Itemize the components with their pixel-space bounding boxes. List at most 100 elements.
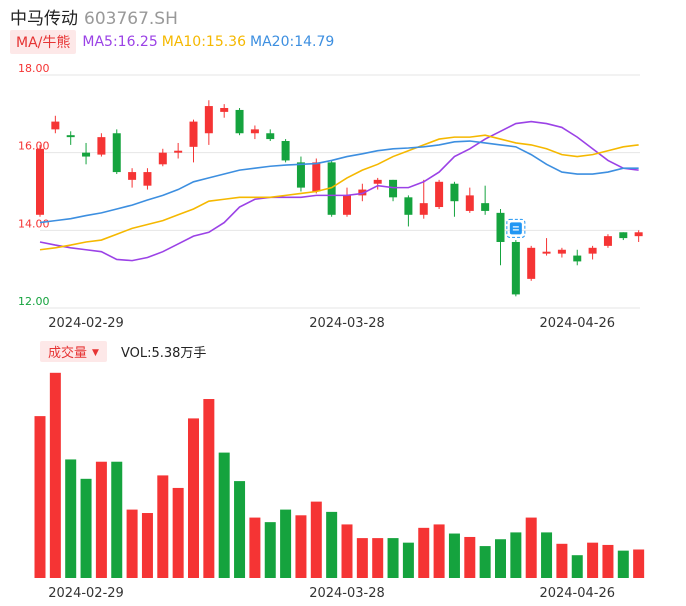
volume-bar [249,517,261,578]
candle-body [435,181,444,208]
volume-bar [172,487,184,578]
candle [527,245,536,281]
volume-bar [218,452,230,578]
moving-average-lines [39,120,639,262]
candle-body [511,241,520,295]
event-marker[interactable] [506,218,526,238]
candle-body [312,162,321,192]
candle [189,119,198,163]
volume-bar [203,399,215,578]
candle-body [389,179,398,198]
candle [373,177,382,190]
price-tick-label: 18.00 [18,62,50,75]
candle-body [527,247,536,279]
candle [250,125,259,140]
price-tick-label: 12.00 [18,295,50,308]
ma-indicator-selector[interactable]: MA/牛熊 [10,30,77,54]
candle-body [634,232,643,237]
volume-bar [141,513,153,578]
candle-body [51,121,60,130]
price-tick-label: 14.00 [18,217,50,230]
candle-body [158,152,167,165]
candle [36,144,44,217]
volume-bar [495,539,506,578]
candle-body [603,236,612,246]
candle [619,232,628,241]
volume-bar [387,538,399,578]
volume-bar [541,532,553,578]
notice-icon [509,222,522,235]
volume-bar [525,517,537,578]
date-tick-label: 2024-02-29 [48,316,124,331]
candle-body [557,249,566,254]
price-grid [40,74,640,309]
candle-body [404,197,413,215]
volume-bar [264,522,276,578]
price-tick-label: 16.00 [18,140,50,153]
date-tick-label: 2024-04-26 [539,316,615,331]
stock-code: 603767.SH [84,9,178,29]
candle-body [450,183,459,202]
volume-bar [402,542,414,578]
volume-tag-label: 成交量 [48,345,88,361]
volume-bar [356,538,368,578]
candle [343,187,351,217]
candle-body [296,162,305,188]
volume-bar [510,532,522,578]
date-tick-label: 2024-04-26 [539,586,615,601]
candle-body [419,203,428,215]
candle-body [189,121,198,147]
candle [634,230,643,242]
volume-bar [571,555,583,578]
volume-bar [95,461,107,578]
candle-body [128,172,137,180]
candle-body [235,109,244,134]
candle [281,139,290,163]
candle [143,168,152,190]
candle-body [327,162,336,215]
candle-body [619,232,628,239]
candle-body [281,141,290,161]
volume-bar [126,509,138,578]
volume-bar [587,542,599,578]
candle-body [174,150,183,153]
candle-body [112,133,121,173]
candle-body [204,106,213,134]
volume-bar [433,524,445,578]
candle [603,234,612,248]
candle [112,129,121,175]
candle [573,249,582,266]
volume-bar [633,549,645,578]
date-tick-label: 2024-03-28 [309,586,385,601]
candles [36,100,643,297]
date-axis-labels: 2024-02-29 2024-03-28 2024-04-26 [48,316,615,331]
volume-bar [157,475,169,578]
volume-bar [602,544,614,578]
ma-line [39,120,639,262]
candle [389,179,398,202]
candle [204,100,213,145]
candle [158,148,167,167]
ma5-label: MA5:16.25 [82,34,158,50]
candle [128,168,137,188]
volume-date-axis-labels: 2024-02-29 2024-03-28 2024-04-26 [48,586,615,601]
candle [174,142,183,159]
candle-body [358,189,367,196]
candle [542,238,551,256]
caret-down-icon: ▼ [92,347,99,358]
stock-title: 中马传动 603767.SH [10,4,178,29]
candle [220,104,229,118]
candle [481,185,490,215]
ma-legend: MA/牛熊 MA5:16.25 MA10:15.36 MA20:14.79 [10,30,338,54]
candle [588,245,597,260]
volume-indicator-selector[interactable]: 成交量 ▼ [40,340,107,362]
candle [404,195,413,227]
volume-bar [372,538,384,578]
date-tick-label: 2024-03-28 [309,316,385,331]
candle-body [573,255,582,262]
candle-body [250,129,259,134]
candle [97,133,106,157]
volume-bar [49,372,61,578]
volume-legend: 成交量 ▼ VOL:5.38万手 [40,340,206,362]
